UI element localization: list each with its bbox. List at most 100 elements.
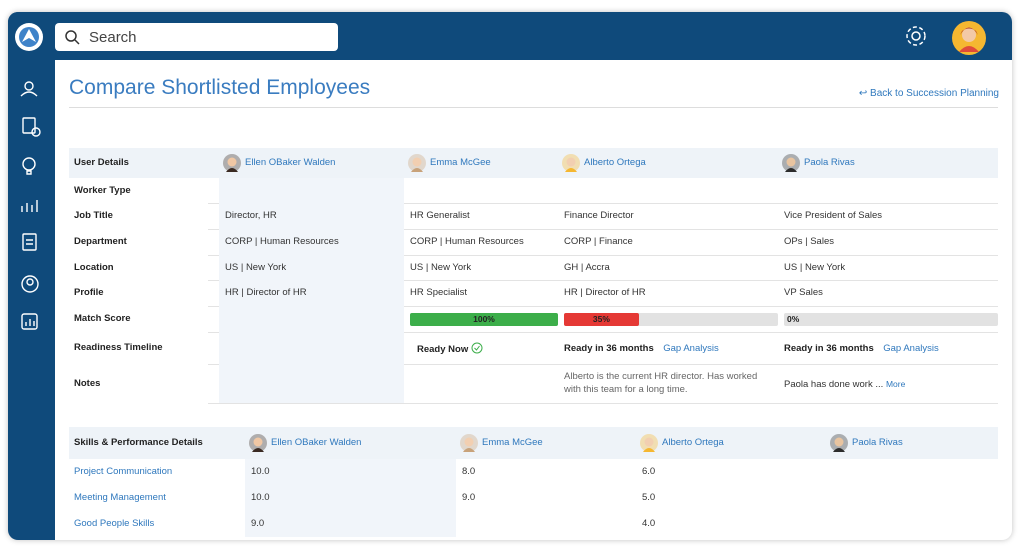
row-label: Readiness Timeline — [74, 342, 163, 353]
cell-text: Vice President of Sales — [784, 210, 883, 221]
search-box[interactable]: Search — [55, 23, 338, 51]
score-bar-track: 35% — [564, 313, 778, 326]
cell-text: 9.0 — [462, 492, 476, 503]
row-divider — [208, 280, 998, 281]
cell-text: CORP | Finance — [564, 236, 633, 247]
employee-avatar — [223, 154, 241, 172]
cell-text: HR | Director of HR — [225, 287, 307, 298]
score-label: 100% — [473, 314, 495, 324]
search-icon — [65, 30, 80, 45]
cell-text: Director, HR — [225, 210, 277, 221]
row-label: Match Score — [74, 313, 131, 324]
table-header: User Details — [74, 157, 129, 168]
app-window: Search Compare Shortlisted Employees ↩ B… — [8, 12, 1012, 540]
cell-text: HR | Director of HR — [564, 287, 646, 298]
more-link[interactable]: More — [885, 378, 906, 389]
shaded-cell — [245, 511, 456, 537]
shaded-cell — [219, 306, 404, 332]
readiness-status: Ready in 36 months — [564, 343, 654, 354]
readiness-status: Ready Now — [417, 344, 469, 355]
shaded-cell — [219, 280, 404, 306]
row-divider — [208, 403, 998, 404]
row-label[interactable]: Project Communication — [74, 466, 173, 477]
cell-text: CORP | Human Resources — [410, 236, 524, 247]
employee-name[interactable]: Paola Rivas — [852, 437, 903, 448]
employee-name[interactable]: Emma McGee — [430, 157, 491, 168]
employee-avatar — [640, 434, 658, 452]
tables: User Details Ellen OBaker Walden Emma McGe… — [8, 12, 1012, 540]
cell-text: CORP | Human Resources — [225, 236, 339, 247]
employee-name[interactable]: Alberto Ortega — [584, 157, 646, 168]
cell-text: 6.0 — [642, 466, 656, 477]
cell-content: Ready Now — [417, 342, 559, 356]
cell-text: OPs | Sales — [784, 236, 834, 247]
shaded-cell — [219, 203, 404, 229]
note-text: Paola has done work ... — [784, 378, 884, 390]
row-label[interactable]: Good People Skills — [74, 518, 155, 529]
score-label: 35% — [592, 314, 610, 324]
shaded-cell — [219, 178, 404, 203]
cell-content: Ready in 36 months Gap Analysis — [564, 342, 772, 355]
shaded-cell — [245, 485, 456, 511]
cell-text: 10.0 — [251, 466, 270, 477]
score-bar — [410, 313, 558, 326]
shaded-cell — [219, 364, 404, 403]
employee-name[interactable]: Alberto Ortega — [662, 437, 724, 448]
row-label: Worker Type — [74, 184, 131, 196]
cell-text: US | New York — [410, 261, 472, 273]
row-label: Department — [74, 236, 127, 247]
employee-avatar — [460, 434, 478, 452]
row-divider — [208, 255, 998, 256]
row-divider — [208, 229, 998, 230]
gap-analysis-link[interactable]: Gap Analysis — [663, 343, 719, 354]
divider — [69, 107, 998, 108]
check-icon — [471, 342, 483, 354]
cell-text: 8.0 — [462, 466, 476, 477]
cell-text: 5.0 — [642, 492, 656, 503]
search-placeholder: Search — [89, 29, 137, 46]
cell-text: GH | Accra — [564, 261, 610, 273]
shaded-cell — [219, 255, 404, 280]
cell-text: HR Generalist — [410, 210, 470, 221]
score-label: 0% — [787, 314, 800, 324]
score-bar-track: 0% — [784, 313, 998, 326]
employee-name[interactable]: Ellen OBaker Walden — [271, 437, 362, 448]
row-divider — [208, 364, 998, 365]
row-label: Profile — [74, 287, 104, 298]
employee-name[interactable]: Ellen OBaker Walden — [245, 157, 336, 168]
row-label: Job Title — [74, 210, 113, 221]
back-link-text[interactable]: Back to Succession Planning — [870, 88, 999, 99]
cell-text: US | New York — [784, 261, 846, 273]
shaded-cell — [245, 459, 456, 485]
cell-content: Ready in 36 months Gap Analysis — [784, 342, 992, 355]
employee-name[interactable]: Emma McGee — [482, 437, 543, 448]
page-title: Compare Shortlisted Employees — [69, 76, 371, 99]
sidebar-icons — [15, 23, 43, 330]
cell-text: 4.0 — [642, 518, 656, 529]
employee-avatar — [249, 434, 267, 452]
score-bar — [564, 313, 639, 326]
shaded-cell — [219, 332, 404, 364]
cell-text: 10.0 — [251, 492, 270, 503]
employee-avatar — [408, 154, 426, 172]
employee-avatar — [562, 154, 580, 172]
note-text: Alberto is the current HR director. Has … — [564, 371, 758, 395]
cell-text: VP Sales — [784, 287, 823, 298]
readiness-status: Ready in 36 months — [784, 343, 874, 354]
settings-icon[interactable] — [904, 24, 928, 48]
table-header: Skills & Performance Details — [74, 437, 203, 448]
cell-text: 9.0 — [251, 518, 265, 529]
row-divider — [208, 332, 998, 333]
back-link[interactable]: ↩ Back to Succession Planning — [858, 88, 999, 99]
cell-text: HR Specialist — [410, 287, 468, 298]
shaded-cell — [219, 229, 404, 255]
table-header-row — [69, 148, 998, 178]
employee-name[interactable]: Paola Rivas — [804, 157, 855, 168]
cell-content: Paola has done work ... More — [784, 378, 992, 391]
row-label[interactable]: Meeting Management — [74, 492, 166, 503]
row-label: Notes — [74, 377, 101, 389]
employee-avatar — [830, 434, 848, 452]
gap-analysis-link[interactable]: Gap Analysis — [883, 343, 939, 354]
row-divider — [208, 203, 998, 204]
user-avatar[interactable] — [951, 20, 987, 56]
